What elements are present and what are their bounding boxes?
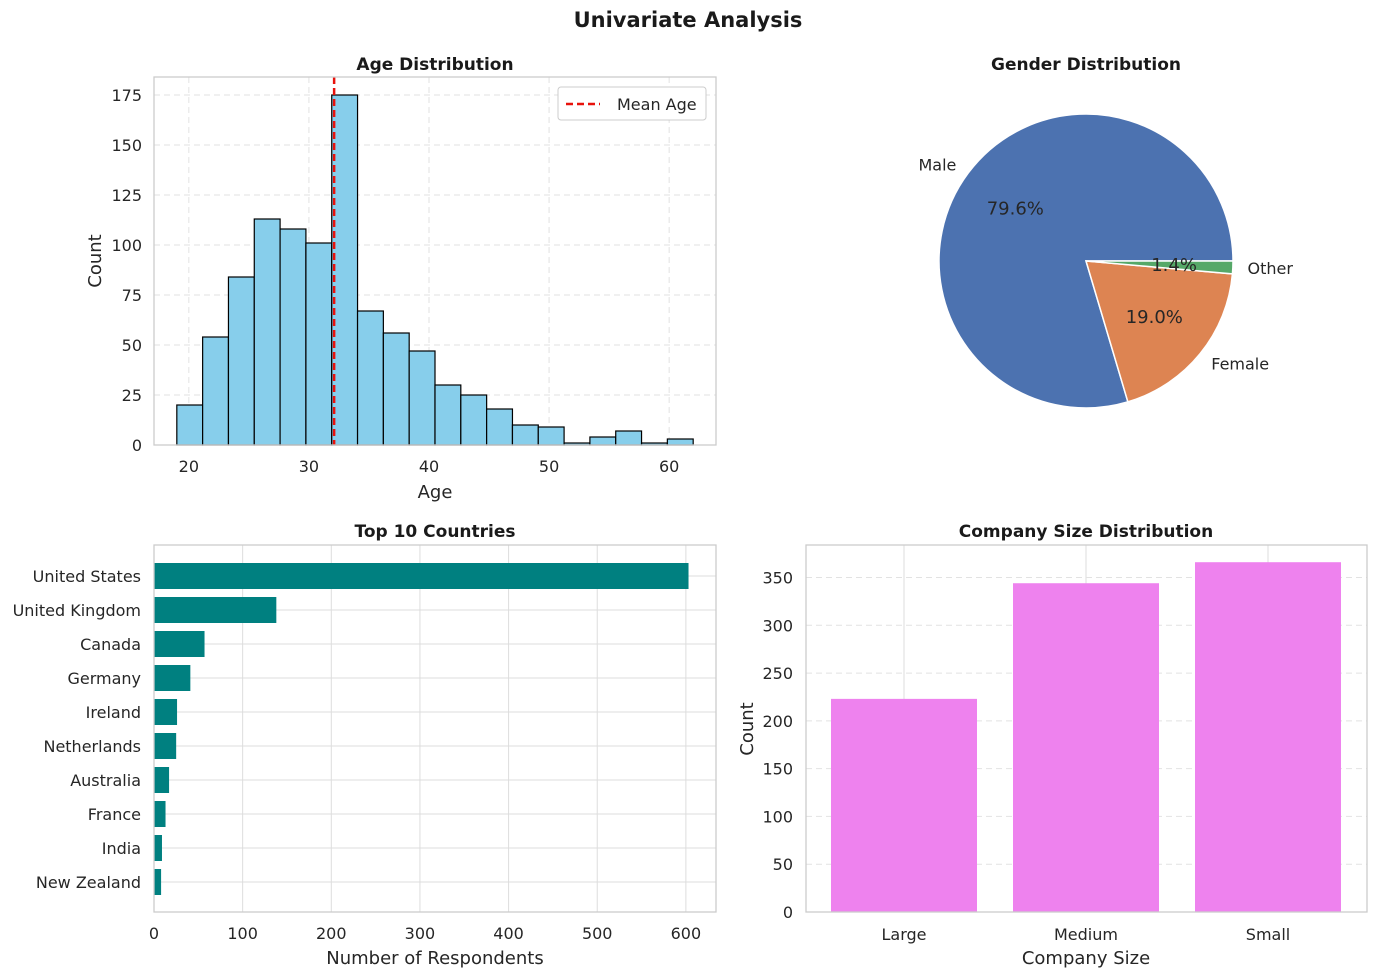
age-y-label: Count bbox=[85, 234, 106, 287]
pie-label-female: Female bbox=[1211, 354, 1269, 373]
country-bar bbox=[154, 835, 162, 861]
countries-x-tick-label: 400 bbox=[493, 924, 524, 943]
age-y-tick-label: 125 bbox=[111, 186, 142, 205]
age-x-tick-label: 30 bbox=[299, 457, 319, 476]
country-bar bbox=[154, 563, 689, 589]
country-bar bbox=[154, 631, 205, 657]
age-y-tick-label: 50 bbox=[122, 336, 142, 355]
pie-label-other: Other bbox=[1248, 259, 1294, 278]
countries-x-label: Number of Respondents bbox=[326, 948, 543, 969]
age-histogram-bar bbox=[202, 336, 230, 446]
country-label: France bbox=[88, 805, 141, 824]
age-x-tick-label: 40 bbox=[419, 457, 439, 476]
age-y-tick-label: 175 bbox=[111, 86, 142, 105]
countries-x-tick-label: 600 bbox=[671, 924, 702, 943]
country-bar bbox=[154, 869, 162, 895]
top-countries-panel: Top 10 Countries United States United Kin… bbox=[13, 522, 717, 969]
age-histogram-bar bbox=[460, 394, 488, 446]
age-histogram-bar bbox=[589, 436, 617, 446]
country-label: New Zealand bbox=[36, 873, 141, 892]
company-x-tick-label: Large bbox=[881, 925, 926, 944]
pie-slice-other bbox=[1085, 260, 1234, 275]
age-y-tick-label: 75 bbox=[122, 286, 142, 305]
country-label: United States bbox=[33, 567, 141, 586]
company-x-tick-label: Small bbox=[1246, 925, 1290, 944]
country-label: Australia bbox=[70, 771, 141, 790]
age-histogram-bar bbox=[511, 424, 539, 446]
countries-x-tick-label: 0 bbox=[149, 924, 159, 943]
company-y-tick-label: 350 bbox=[762, 568, 793, 587]
company-y-tick-label: 0 bbox=[783, 903, 793, 922]
country-bar bbox=[154, 733, 177, 759]
company-size-bar bbox=[1013, 583, 1159, 912]
pie-pct-male: 79.6% bbox=[987, 198, 1044, 219]
company-y-tick-label: 200 bbox=[762, 712, 793, 731]
age-histogram-bar bbox=[305, 242, 333, 446]
age-chart-title: Age Distribution bbox=[356, 55, 513, 75]
age-distribution-panel: Age Distribution 20 30 40 50 60 0 25 50 75 100 125… bbox=[85, 55, 717, 503]
country-label: Netherlands bbox=[43, 737, 141, 756]
age-x-tick-label: 50 bbox=[539, 457, 559, 476]
countries-x-tick-label: 300 bbox=[405, 924, 436, 943]
country-label: Canada bbox=[80, 635, 141, 654]
company-size-panel: Company Size Distribution Large Medium Sma… bbox=[737, 522, 1368, 969]
country-label: India bbox=[102, 839, 141, 858]
country-label: Ireland bbox=[86, 703, 141, 722]
company-x-tick-label: Medium bbox=[1054, 925, 1118, 944]
company-y-tick-label: 50 bbox=[773, 855, 793, 874]
age-histogram-bar bbox=[331, 94, 359, 446]
gender-distribution-panel: Gender Distribution Male 79.6% Female 19.0%… bbox=[918, 55, 1294, 409]
country-bar bbox=[154, 801, 166, 827]
company-chart-title: Company Size Distribution bbox=[959, 522, 1213, 542]
company-y-tick-label: 250 bbox=[762, 664, 793, 683]
age-histogram-bar bbox=[537, 426, 565, 446]
age-histogram-bar bbox=[253, 218, 281, 446]
legend-mean-age-label: Mean Age bbox=[617, 95, 697, 114]
age-x-label: Age bbox=[418, 482, 453, 503]
countries-x-tick-label: 100 bbox=[227, 924, 258, 943]
age-y-tick-label: 25 bbox=[122, 386, 142, 405]
age-histogram-bar bbox=[356, 310, 384, 446]
country-bar bbox=[154, 665, 191, 691]
pie-slice-female bbox=[1084, 260, 1234, 403]
pie-pct-female: 19.0% bbox=[1126, 307, 1183, 328]
age-histogram-bar bbox=[382, 332, 410, 446]
age-histogram-bar bbox=[408, 350, 436, 446]
country-label: Germany bbox=[67, 669, 141, 688]
company-y-tick-label: 150 bbox=[762, 760, 793, 779]
age-x-tick-label: 20 bbox=[179, 457, 199, 476]
company-size-bar bbox=[831, 698, 977, 912]
age-histogram-bar bbox=[486, 408, 514, 446]
country-bar bbox=[154, 767, 170, 793]
country-label: United Kingdom bbox=[13, 601, 141, 620]
country-bar bbox=[154, 699, 178, 725]
age-y-tick-label: 150 bbox=[111, 136, 142, 155]
company-y-label: Count bbox=[737, 702, 758, 755]
age-histogram-bar bbox=[176, 404, 204, 446]
countries-x-tick-label: 200 bbox=[316, 924, 347, 943]
company-size-bar bbox=[1195, 562, 1341, 912]
company-y-tick-label: 100 bbox=[762, 807, 793, 826]
countries-chart-title: Top 10 Countries bbox=[354, 522, 515, 542]
age-legend: Mean Age bbox=[557, 86, 707, 121]
age-x-tick-label: 60 bbox=[659, 457, 679, 476]
gender-chart-title: Gender Distribution bbox=[991, 55, 1181, 75]
company-y-tick-label: 300 bbox=[762, 616, 793, 635]
country-bar bbox=[154, 597, 277, 623]
pie-label-male: Male bbox=[918, 155, 956, 174]
age-histogram-bar bbox=[227, 276, 255, 446]
countries-x-tick-label: 500 bbox=[582, 924, 613, 943]
company-x-label: Company Size bbox=[1022, 948, 1150, 969]
age-histogram-bar bbox=[434, 384, 462, 446]
pie-pct-other: 1.4% bbox=[1151, 255, 1197, 276]
age-y-tick-label: 0 bbox=[132, 436, 142, 455]
figure-title: Univariate Analysis bbox=[574, 8, 803, 32]
age-y-tick-label: 100 bbox=[111, 236, 142, 255]
age-histogram-bar bbox=[666, 438, 694, 446]
age-histogram-bar bbox=[279, 228, 307, 446]
age-histogram-bar bbox=[615, 430, 643, 446]
